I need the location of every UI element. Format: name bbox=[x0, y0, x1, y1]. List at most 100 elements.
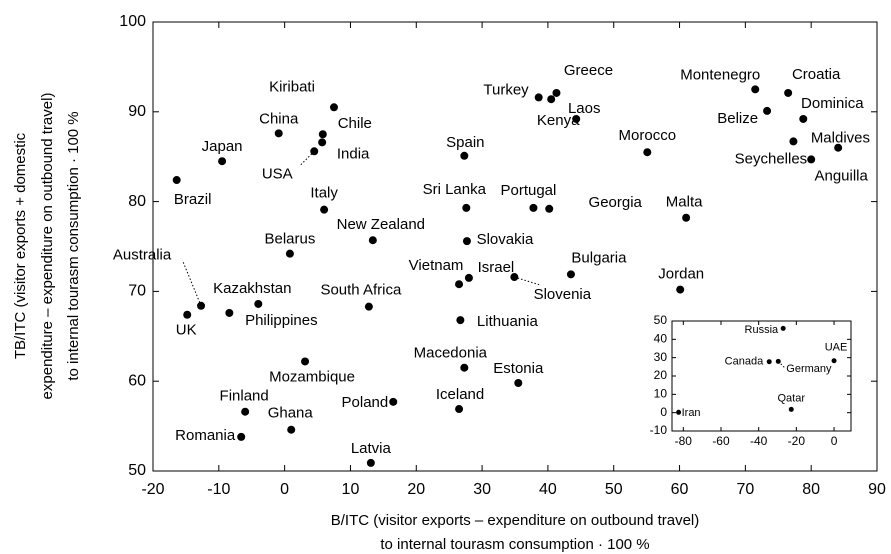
plot-frame bbox=[152, 21, 878, 472]
y-tick-label: 20 bbox=[654, 368, 668, 382]
point-label: Poland bbox=[342, 394, 389, 411]
point bbox=[514, 378, 523, 387]
point-label: Macedonia bbox=[414, 345, 488, 362]
point bbox=[510, 273, 519, 282]
point-label: USA bbox=[262, 165, 293, 182]
point bbox=[566, 270, 575, 279]
y-tick-label: 30 bbox=[654, 350, 668, 364]
point bbox=[460, 363, 469, 372]
point bbox=[784, 88, 793, 97]
point-label: Anguilla bbox=[814, 168, 868, 185]
x-tick-label: -80 bbox=[675, 434, 693, 448]
point bbox=[464, 273, 473, 282]
x-tick-label: 40 bbox=[539, 481, 557, 498]
y-tick-label: 90 bbox=[128, 103, 146, 120]
y-tick-label: 40 bbox=[654, 332, 668, 346]
point bbox=[572, 114, 581, 123]
point bbox=[834, 143, 843, 152]
point bbox=[775, 358, 781, 364]
x-tick-label: 80 bbox=[802, 481, 820, 498]
point-label: Russia bbox=[745, 324, 780, 336]
point-label: Bulgaria bbox=[571, 249, 627, 266]
x-tick-label: -40 bbox=[750, 434, 768, 448]
y-tick-label: 0 bbox=[660, 405, 667, 419]
x-tick-label: -20 bbox=[788, 434, 806, 448]
point bbox=[254, 299, 263, 308]
y-tick-label: 80 bbox=[128, 193, 146, 210]
point-label: Latvia bbox=[351, 440, 392, 457]
inset-frame bbox=[671, 320, 852, 432]
point-label: Slovakia bbox=[477, 231, 534, 248]
point-label: Philippines bbox=[245, 312, 318, 329]
point-label: Japan bbox=[202, 138, 243, 155]
point bbox=[751, 85, 760, 94]
point bbox=[676, 285, 685, 294]
point bbox=[389, 397, 398, 406]
x-axis-label: to internal tourasm consumption · 100 % bbox=[380, 536, 649, 553]
point bbox=[534, 93, 543, 102]
y-axis-label: TB/ITC (visitor exports + domestic bbox=[12, 132, 29, 359]
point-label: Spain bbox=[446, 134, 484, 151]
y-tick-label: -10 bbox=[650, 423, 668, 437]
point-label: Dominica bbox=[801, 95, 864, 112]
point bbox=[766, 359, 772, 365]
point-label: Italy bbox=[310, 185, 338, 202]
point bbox=[547, 95, 556, 104]
point-label: South Africa bbox=[320, 282, 402, 299]
x-tick-label: 0 bbox=[280, 481, 289, 498]
x-tick-label: 90 bbox=[868, 481, 886, 498]
point bbox=[241, 407, 250, 416]
point bbox=[529, 203, 538, 212]
point bbox=[763, 106, 772, 115]
y-tick-label: 70 bbox=[128, 283, 146, 300]
point bbox=[368, 236, 377, 245]
point-label: UK bbox=[176, 322, 197, 339]
point bbox=[460, 151, 469, 160]
point bbox=[545, 204, 554, 213]
y-tick-label: 10 bbox=[654, 387, 668, 401]
point-label: Georgia bbox=[589, 194, 643, 211]
point bbox=[225, 308, 234, 317]
point bbox=[366, 458, 375, 467]
point bbox=[462, 203, 471, 212]
point-label: Mozambique bbox=[269, 368, 355, 385]
point-label: Jordan bbox=[658, 266, 704, 283]
point bbox=[789, 137, 798, 146]
point-label: India bbox=[337, 145, 370, 162]
point bbox=[183, 310, 192, 319]
point-label: Greece bbox=[564, 62, 613, 79]
point-label: Estonia bbox=[493, 360, 544, 377]
point bbox=[807, 155, 816, 164]
point bbox=[197, 301, 206, 310]
point bbox=[462, 237, 471, 246]
x-tick-label: -20 bbox=[141, 481, 164, 498]
point-label: Canada bbox=[725, 356, 764, 368]
point-label: Lithuania bbox=[477, 313, 539, 330]
x-tick-label: 0 bbox=[831, 434, 838, 448]
point bbox=[676, 409, 682, 415]
point bbox=[455, 280, 464, 289]
x-tick-label: 50 bbox=[605, 481, 623, 498]
point bbox=[320, 205, 329, 214]
point-label: Israel bbox=[478, 259, 515, 276]
point bbox=[318, 130, 327, 139]
point-label: Australia bbox=[113, 247, 172, 264]
point bbox=[455, 405, 464, 414]
point bbox=[274, 129, 283, 138]
point bbox=[218, 157, 227, 166]
y-tick-label: 50 bbox=[654, 313, 668, 327]
point-label: Romania bbox=[175, 427, 236, 444]
x-tick-label: 30 bbox=[473, 481, 491, 498]
point-label: UAE bbox=[825, 342, 848, 354]
point-label: Vietnam bbox=[409, 257, 464, 274]
x-tick-label: -10 bbox=[207, 481, 230, 498]
x-tick-label: 10 bbox=[342, 481, 360, 498]
point-label: Kiribati bbox=[269, 78, 315, 95]
x-tick-label: 20 bbox=[407, 481, 425, 498]
point-label: Slovenia bbox=[534, 286, 592, 303]
y-tick-label: 50 bbox=[128, 462, 146, 479]
leader-line bbox=[514, 276, 541, 286]
point-label: Ghana bbox=[268, 405, 314, 422]
point-label: New Zealand bbox=[337, 216, 425, 233]
